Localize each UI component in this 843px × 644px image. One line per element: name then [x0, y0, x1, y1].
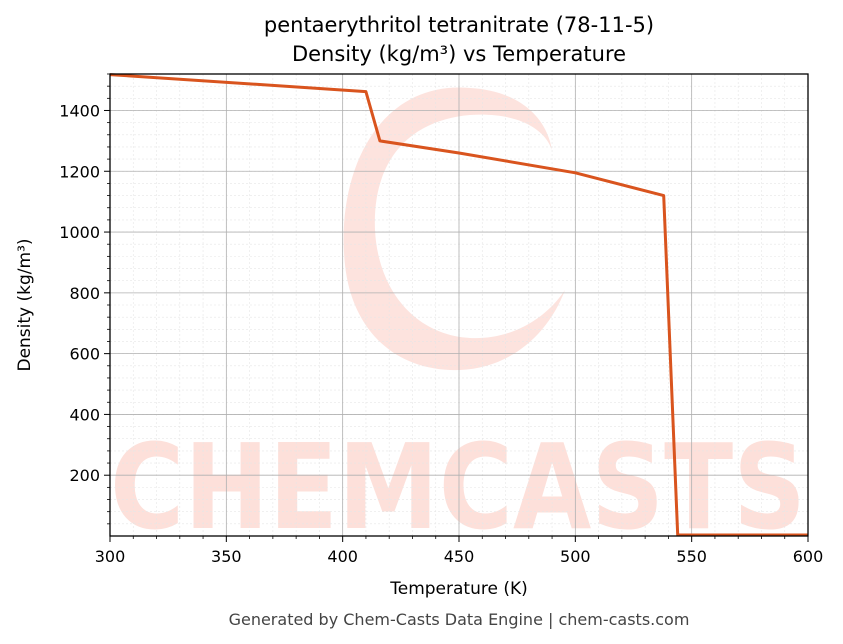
x-axis-label: Temperature (K) [389, 579, 528, 599]
y-axis-label: Density (kg/m³) [15, 238, 35, 371]
y-tick-label: 600 [69, 345, 100, 364]
x-tick-label: 600 [793, 547, 824, 566]
x-tick-label: 450 [444, 547, 475, 566]
x-tick-label: 300 [95, 547, 126, 566]
x-tick-label: 500 [560, 547, 591, 566]
chemcasts-watermark: CHEMCASTS [110, 87, 806, 556]
axis-tick-labels: 300 350 400 450 500 550 600 200 400 600 800 1000 120… [59, 101, 823, 566]
y-tick-label: 800 [69, 284, 100, 303]
chart-title-line1: pentaerythritol tetranitrate (78-11-5) [264, 13, 654, 37]
x-tick-label: 550 [676, 547, 707, 566]
major-grid [109, 74, 809, 536]
density-series-line [109, 73, 808, 537]
y-tick-label: 1000 [59, 223, 100, 242]
x-tick-label: 400 [327, 547, 358, 566]
x-tick-label: 350 [211, 547, 242, 566]
chart-title-line2: Density (kg/m³) vs Temperature [292, 42, 626, 66]
y-tick-label: 1200 [59, 162, 100, 181]
footer-credit: Generated by Chem-Casts Data Engine | ch… [229, 610, 690, 629]
y-tick-label: 400 [69, 405, 100, 424]
y-tick-label: 200 [69, 466, 100, 485]
y-tick-label: 1400 [59, 101, 100, 120]
axis-ticks [104, 73, 809, 542]
